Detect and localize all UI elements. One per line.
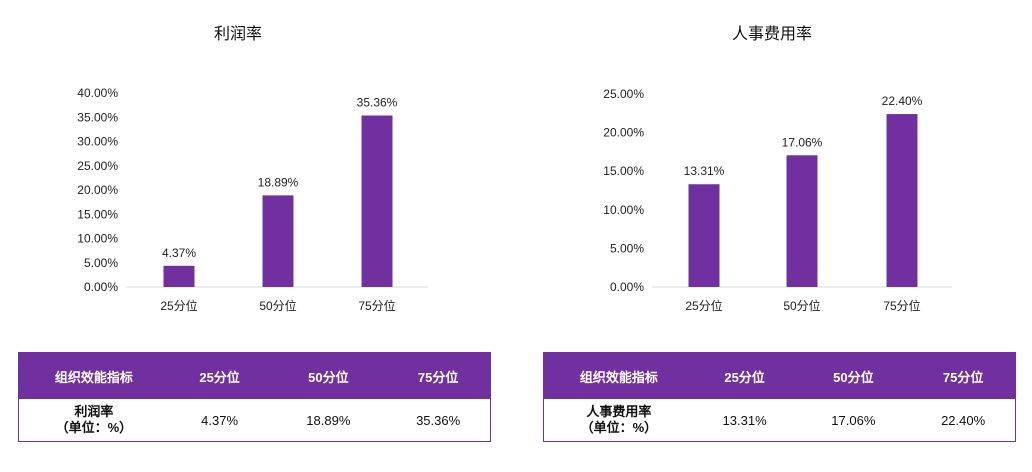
header-metric: 组织效能指标 [579, 369, 658, 385]
profit-rate-table: 组织效能指标 25分位 50分位 75分位 利润率 （单位：%） 4.37% 1… [18, 352, 491, 442]
cell-p25: 4.37% [201, 412, 239, 428]
header-p75: 75分位 [942, 369, 984, 385]
y-tick-label: 10.00% [603, 203, 644, 217]
bar [361, 115, 393, 287]
bar [163, 265, 195, 287]
y-tick-label: 40.00% [77, 86, 118, 100]
y-tick-label: 0.00% [84, 280, 118, 294]
data-label: 35.36% [357, 96, 398, 110]
y-tick-label: 25.00% [603, 87, 644, 101]
data-label: 22.40% [882, 94, 923, 108]
bar [262, 195, 294, 287]
category-label: 75分位 [883, 298, 920, 313]
data-label: 17.06% [782, 135, 823, 149]
header-p25: 25分位 [724, 369, 765, 385]
cell-p50: 18.89% [306, 412, 351, 428]
category-label: 25分位 [160, 298, 197, 313]
header-p50: 50分位 [833, 369, 874, 385]
header-metric: 组织效能指标 [54, 369, 133, 385]
header-p50: 50分位 [308, 369, 349, 385]
row-label-name: 人事费用率 [586, 404, 652, 419]
y-tick-label: 25.00% [77, 159, 118, 173]
y-tick-label: 5.00% [84, 256, 118, 270]
y-tick-label: 15.00% [603, 164, 644, 178]
row-label-name: 利润率 [74, 404, 114, 419]
category-label: 25分位 [685, 298, 722, 313]
data-label: 13.31% [684, 164, 725, 178]
category-label: 50分位 [259, 298, 296, 313]
chart-title: 人事费用率 [732, 25, 812, 43]
y-tick-label: 35.00% [77, 110, 118, 124]
row-label-unit: （单位：%） [55, 420, 133, 435]
table-row: 利润率 （单位：%） 4.37% 18.89% 35.36% [19, 399, 490, 441]
data-label: 4.37% [162, 246, 196, 260]
personnel-cost-rate-chart: 人事费用率 0.00% 5.00% 10.00% 15.00% 20.00% 25.00% 1… [516, 0, 1032, 340]
row-label: 利润率 （单位：%） [19, 404, 169, 436]
bar [688, 184, 720, 287]
y-tick-label: 0.00% [610, 280, 644, 294]
bar [786, 155, 818, 287]
header-p25: 25分位 [199, 369, 240, 385]
data-label: 18.89% [258, 175, 299, 189]
y-tick-label: 20.00% [77, 183, 118, 197]
table-header-row: 组织效能指标 25分位 50分位 75分位 [544, 353, 1015, 399]
cell-p75: 22.40% [941, 412, 986, 428]
y-tick-label: 30.00% [77, 135, 118, 149]
y-tick-label: 20.00% [603, 126, 644, 140]
y-tick-label: 15.00% [77, 207, 118, 221]
profit-rate-chart: 利润率 0.00% 5.00% 10.00% 15.00% 20.00% 25.00% 30.… [0, 0, 516, 340]
cell-p50: 17.06% [831, 412, 876, 428]
category-label: 75分位 [358, 298, 395, 313]
profit-rate-chart-svg: 利润率 0.00% 5.00% 10.00% 15.00% 20.00% 25.00% 30.… [77, 25, 428, 313]
bar [886, 114, 918, 288]
personnel-cost-rate-chart-svg: 人事费用率 0.00% 5.00% 10.00% 15.00% 20.00% 25.00% 1… [603, 25, 952, 313]
row-label-unit: （单位：%） [580, 420, 658, 435]
table-header-row: 组织效能指标 25分位 50分位 75分位 [19, 353, 490, 399]
table-row: 人事费用率 （单位：%） 13.31% 17.06% 22.40% [544, 399, 1015, 441]
category-label: 50分位 [783, 298, 820, 313]
cell-p75: 35.36% [416, 412, 461, 428]
chart-title: 利润率 [214, 25, 262, 43]
y-tick-label: 10.00% [77, 232, 118, 246]
row-label: 人事费用率 （单位：%） [544, 404, 694, 436]
header-p75: 75分位 [417, 369, 459, 385]
y-tick-label: 5.00% [610, 241, 644, 255]
personnel-cost-rate-table: 组织效能指标 25分位 50分位 75分位 人事费用率 （单位：%） 13.31… [543, 352, 1016, 442]
cell-p25: 13.31% [722, 412, 767, 428]
